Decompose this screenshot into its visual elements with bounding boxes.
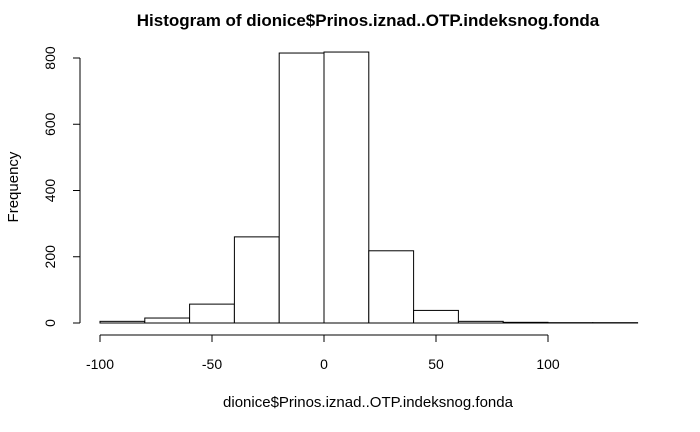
y-axis-label: Frequency	[5, 151, 22, 222]
histogram-bar	[457, 320, 504, 324]
x-tick-label: 50	[428, 356, 444, 372]
x-tick-label: 100	[536, 356, 560, 372]
y-tick-label: 600	[42, 112, 58, 136]
y-tick-label: 400	[42, 179, 58, 203]
y-tick-label: 800	[42, 46, 58, 70]
histogram-bar	[99, 320, 146, 324]
chart-title: Histogram of dionice$Prinos.iznad..OTP.i…	[137, 11, 600, 30]
y-tick-label: 200	[42, 245, 58, 269]
histogram-bar	[278, 52, 325, 324]
histogram-bar	[323, 51, 370, 324]
histogram-bar	[233, 236, 280, 324]
bars-group	[99, 51, 639, 324]
y-tick-label: 0	[42, 319, 58, 327]
histogram-bar	[502, 321, 549, 324]
histogram-bar	[144, 317, 191, 324]
histogram-bar	[413, 309, 459, 324]
x-axis: -100 -50 0 50 100	[86, 334, 560, 372]
x-tick-label: -100	[86, 356, 114, 372]
x-tick-label: -50	[202, 356, 222, 372]
y-axis: 0 200 400 600 800	[42, 46, 81, 327]
histogram-bar	[368, 250, 415, 324]
x-tick-label: 0	[320, 356, 328, 372]
histogram-bar	[189, 303, 235, 324]
x-axis-label: dionice$Prinos.iznad..OTP.indeksnog.fond…	[223, 394, 514, 411]
